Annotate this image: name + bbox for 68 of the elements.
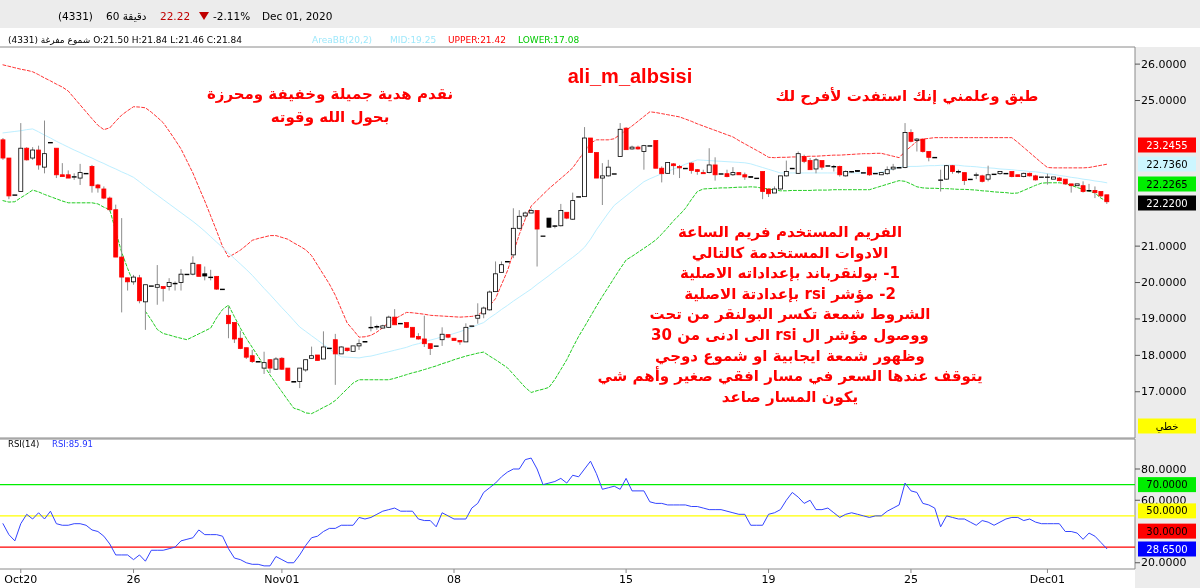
candlestick — [570, 192, 576, 221]
candlestick — [439, 326, 445, 347]
candlestick — [1086, 183, 1092, 193]
text: Dec 01, 2020 — [262, 10, 333, 22]
annotation: الشروط شمعة تكسر البولنقر من تحت — [649, 305, 931, 324]
y-tick-label: 25.0000 — [1141, 94, 1187, 108]
text: AreaBB(20,2) — [312, 35, 373, 45]
chart-title: RSI(14) — [8, 439, 40, 449]
candlestick — [712, 156, 718, 182]
annotation: نقدم هدية جميلة وخفيفة ومحرزة — [206, 85, 454, 103]
text: LOWER:17.08 — [518, 35, 580, 45]
x-tick-label: Oct20 — [4, 572, 38, 586]
text: 28.6500 — [1146, 543, 1188, 555]
candlestick — [1080, 180, 1086, 194]
candlestick — [332, 333, 338, 386]
y-tick-label: 20.0000 — [1141, 276, 1187, 290]
text: 22.22 — [160, 10, 191, 22]
y-tick-label: 20.0000 — [1141, 556, 1187, 570]
ref-line-label: 70.0000 — [1146, 479, 1188, 491]
y-tick-label: 17.0000 — [1141, 385, 1187, 399]
text: 22.7360 — [1146, 158, 1188, 170]
annotation: ووصول مؤشر ال rsi الى ادنى من 30 — [651, 326, 929, 344]
candlestick — [463, 322, 469, 343]
text: 22.2265 — [1146, 178, 1188, 190]
y-tick-label: 19.0000 — [1141, 312, 1187, 326]
ref-line-label: 50.0000 — [1146, 505, 1188, 517]
y-tick-label: 21.0000 — [1141, 239, 1187, 253]
annotation: الفريم المستخدم فريم الساعة — [677, 223, 903, 241]
x-tick-label: Nov01 — [264, 572, 300, 586]
y-tick-label: 80.0000 — [1141, 462, 1187, 476]
text: 22.2200 — [1146, 197, 1188, 209]
x-tick-label: 08 — [447, 572, 461, 586]
text: MID:19.25 — [390, 35, 437, 45]
x-tick-label: 25 — [903, 572, 918, 586]
candlestick — [730, 166, 736, 177]
y-tick-label: 26.0000 — [1141, 57, 1187, 71]
text: (4331) — [58, 10, 93, 22]
text: 60 دقيقة — [106, 10, 147, 22]
candlestick — [36, 145, 41, 171]
text: خطي — [1155, 420, 1179, 433]
annotation: 1- بولنقرباند بإعداداته الاصلية — [680, 264, 900, 283]
annotation: يتوقف عندها السعر في مسار افقي صغير وأهم شي — [597, 366, 983, 386]
annotation: ali_m_albsisi — [567, 65, 693, 87]
candlestick — [534, 209, 540, 268]
candlestick — [623, 126, 629, 151]
text: 23.2455 — [1146, 139, 1188, 151]
candlestick — [706, 147, 712, 174]
line-series — [2, 457, 1108, 567]
annotation: طبق وعلمني إنك استفدت لأفرح لك — [775, 87, 1039, 105]
candlestick — [42, 120, 47, 174]
annotation: 2- مؤشر rsi بإعدادتة الاصلية — [684, 284, 896, 303]
x-tick-label: 26 — [126, 572, 141, 586]
text: UPPER:21.42 — [448, 35, 506, 45]
candlestick — [137, 274, 142, 304]
x-tick-label: 15 — [619, 572, 634, 586]
annotation: RSI:85.91 — [52, 439, 94, 449]
text: شموع مفرغة (4331) O:21.50 H:21.84 L:21.46 C:21.84 — [8, 35, 243, 45]
x-tick-label: 19 — [761, 572, 776, 586]
annotation: بحول الله وقوته — [270, 108, 390, 126]
ref-line-label: 30.0000 — [1146, 525, 1188, 537]
annotation: الادوات المستخدمة كالتالي — [691, 243, 889, 262]
y-tick-label: 18.0000 — [1141, 348, 1187, 362]
candlestick — [914, 137, 920, 152]
candlestick — [475, 302, 481, 325]
annotation: وظهور شمعة ايجابية او شموع دوجي — [655, 346, 925, 365]
x-tick-label: Dec01 — [1029, 572, 1066, 586]
text: -2.11% — [213, 10, 251, 22]
annotation: يكون المسار صاعد — [721, 387, 859, 406]
